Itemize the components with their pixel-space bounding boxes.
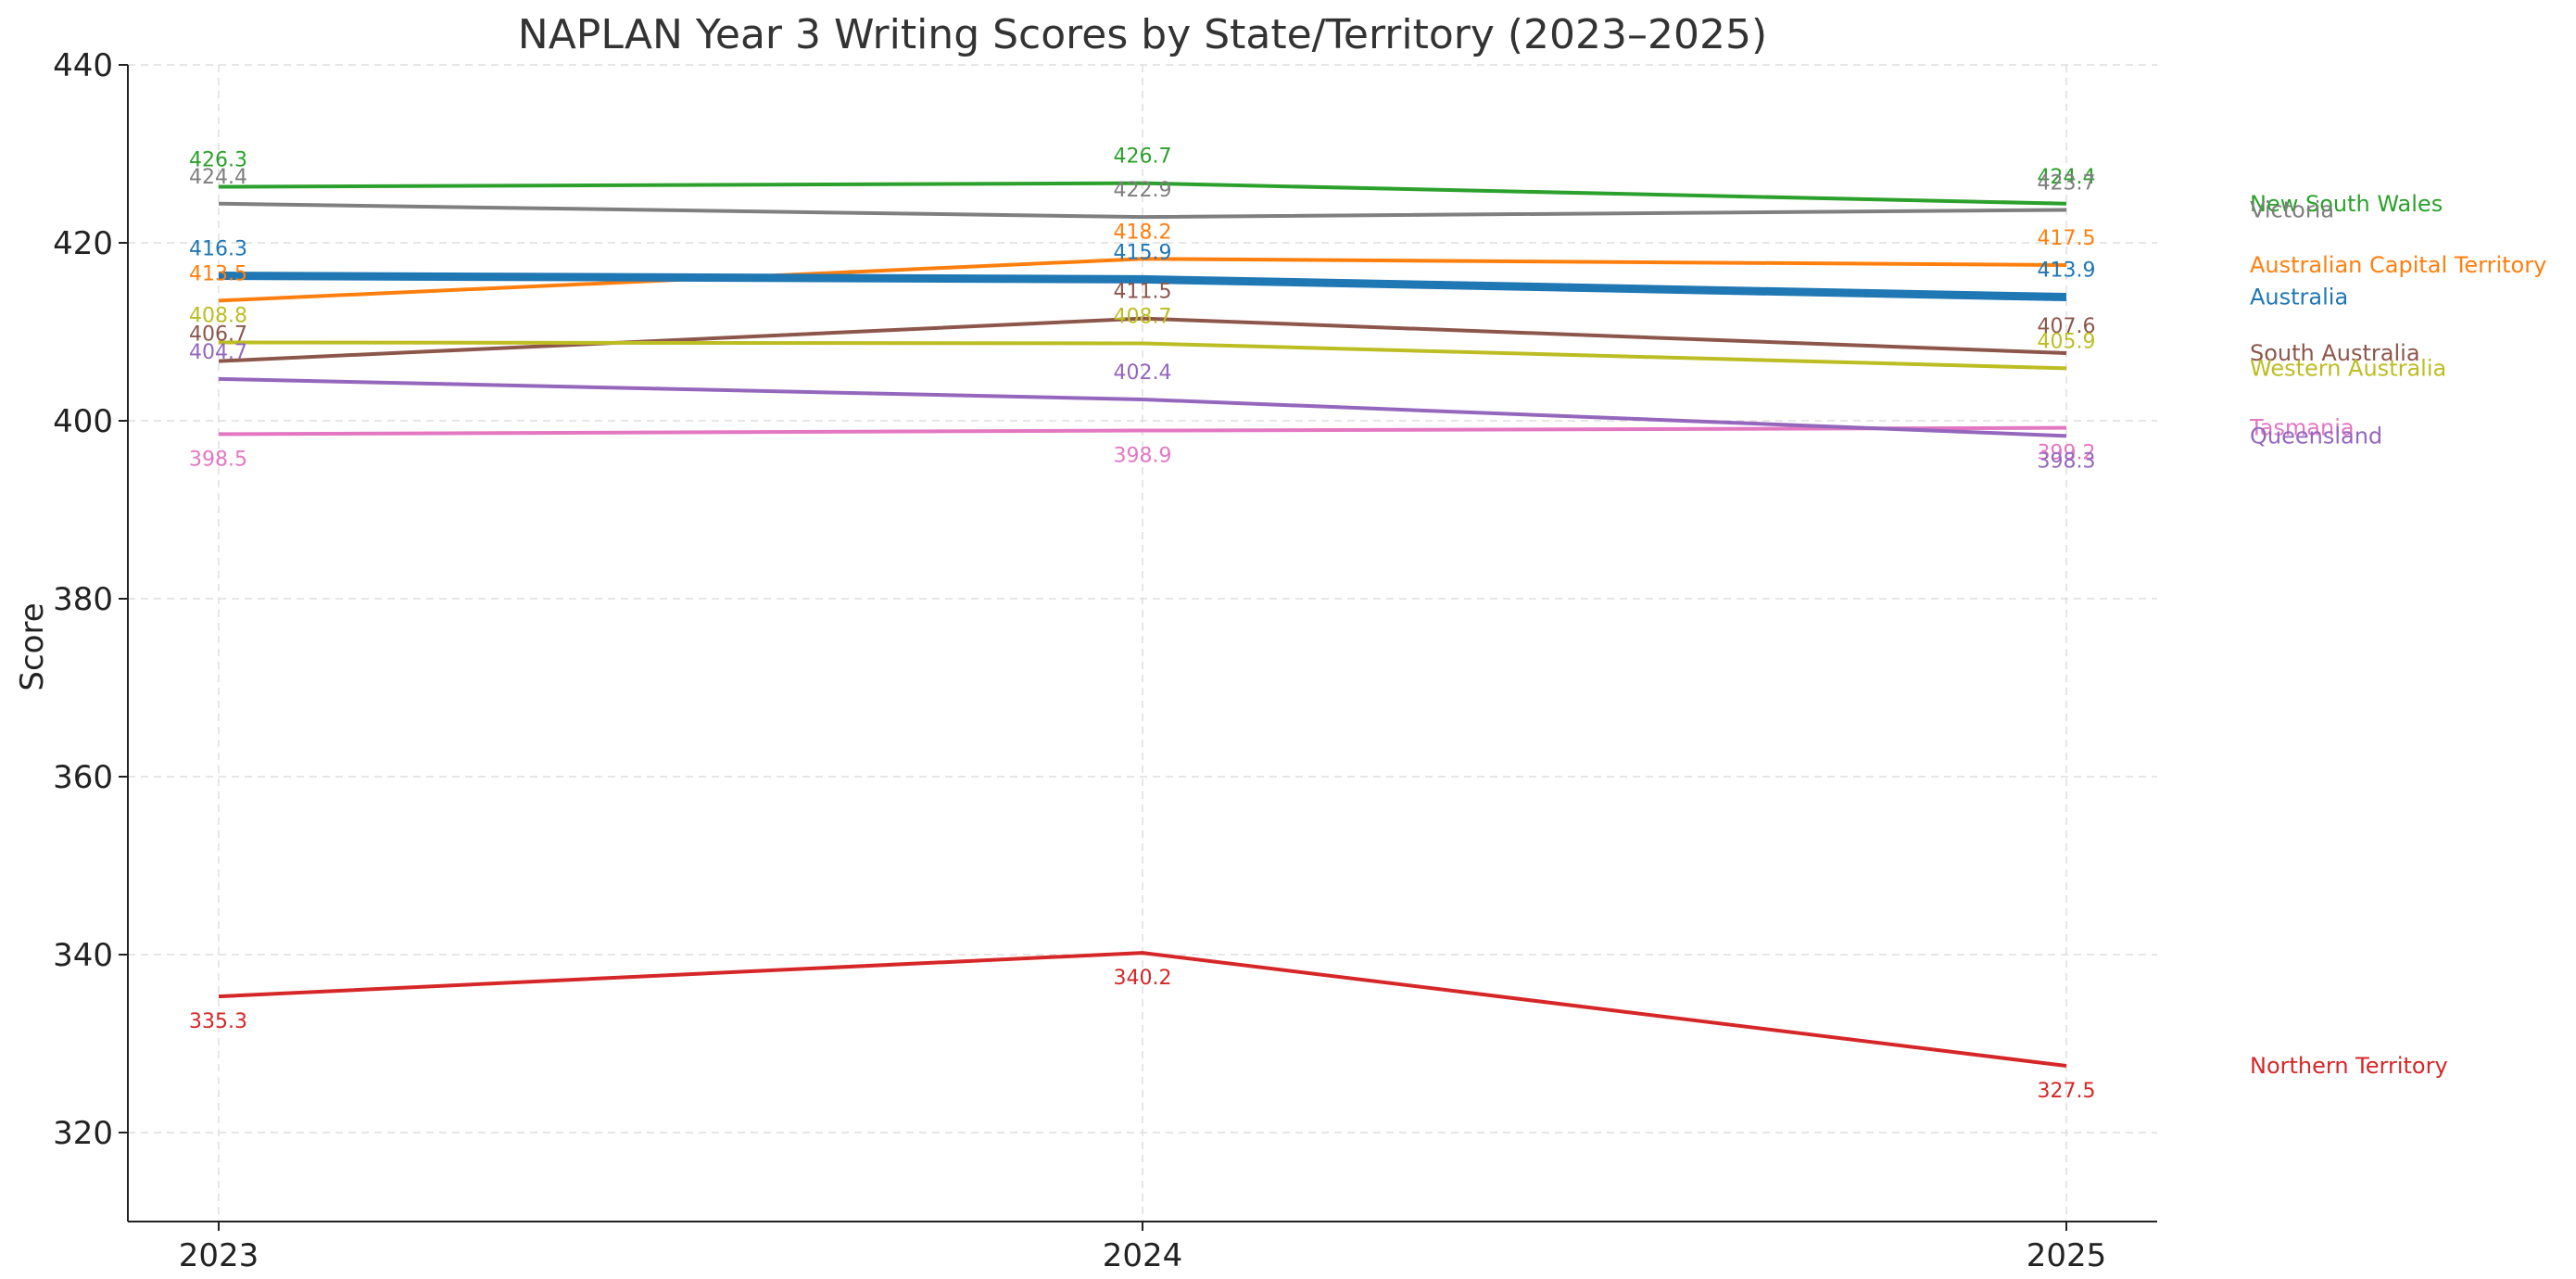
data-label: 402.4 bbox=[1114, 361, 1172, 385]
data-label: 335.3 bbox=[189, 1010, 247, 1033]
data-label: 424.4 bbox=[2038, 166, 2096, 189]
axes: 320 340 360 380 400 420 440 2023 2024 2025 bbox=[53, 47, 2157, 1274]
x-tick-label: 2024 bbox=[1103, 1237, 1183, 1274]
y-tick-label: 360 bbox=[53, 759, 113, 796]
legend-label-queensland: Queensland bbox=[2250, 423, 2382, 449]
data-label: 408.8 bbox=[189, 305, 247, 328]
x-tick-label: 2025 bbox=[2027, 1237, 2107, 1274]
y-tick-label: 340 bbox=[53, 937, 113, 974]
chart-title: NAPLAN Year 3 Writing Scores by State/Te… bbox=[518, 11, 1767, 58]
legend-label-new-south-wales: New South Wales bbox=[2250, 191, 2443, 217]
y-tick-label: 400 bbox=[53, 403, 113, 440]
data-label: 413.5 bbox=[189, 262, 247, 285]
data-label: 426.3 bbox=[189, 149, 247, 172]
data-label: 406.7 bbox=[189, 323, 247, 347]
y-tick-label: 380 bbox=[53, 581, 113, 618]
data-label: 426.7 bbox=[1114, 146, 1172, 169]
legend-label-victoria: Victoria bbox=[2250, 196, 2334, 222]
legend-label-northern-territory: Northern Territory bbox=[2250, 1053, 2448, 1079]
legend-label-south-australia: South Australia bbox=[2250, 340, 2420, 366]
data-label: 418.2 bbox=[1114, 221, 1172, 244]
y-tick-label: 420 bbox=[53, 225, 113, 262]
legend-label-tasmania: Tasmania bbox=[2249, 415, 2355, 441]
y-axis-label: Score bbox=[14, 602, 51, 690]
series-line-tasmania bbox=[218, 425, 2067, 437]
data-labels: 426.3 426.7 424.4 424.4 422.9 423.7 413.5 418.2… bbox=[189, 146, 2095, 1103]
data-label: 416.3 bbox=[189, 238, 247, 261]
data-label: 327.5 bbox=[2038, 1080, 2096, 1103]
data-label: 415.9 bbox=[1114, 241, 1172, 264]
series-line-western-australia bbox=[218, 340, 2067, 371]
data-label: 413.9 bbox=[2038, 260, 2096, 283]
data-label: 398.9 bbox=[1114, 445, 1172, 468]
legend-label-western-australia: Western Australia bbox=[2250, 355, 2446, 381]
y-tick-label: 320 bbox=[53, 1115, 113, 1152]
data-label: 404.7 bbox=[189, 341, 247, 364]
series-line-australian-capital-territory bbox=[218, 257, 2067, 303]
data-label: 424.4 bbox=[189, 166, 247, 189]
grid bbox=[128, 64, 2157, 1222]
series-lines bbox=[218, 181, 2067, 1068]
series-line-australia bbox=[218, 272, 2067, 302]
data-label: 340.2 bbox=[1114, 967, 1172, 990]
data-label: 411.5 bbox=[1114, 281, 1172, 304]
legend-label-australian-capital-territory: Australian Capital Territory bbox=[2250, 252, 2546, 278]
data-label: 423.7 bbox=[2038, 171, 2096, 195]
data-label: 398.3 bbox=[2038, 450, 2096, 473]
series-line-queensland bbox=[218, 376, 2067, 438]
data-label: 405.9 bbox=[2038, 330, 2096, 353]
data-label: 408.7 bbox=[1114, 305, 1172, 328]
data-label: 417.5 bbox=[2038, 227, 2096, 250]
data-label: 399.2 bbox=[2038, 442, 2096, 465]
y-tick-label: 440 bbox=[53, 47, 113, 84]
data-label: 398.5 bbox=[189, 448, 247, 471]
data-label: 422.9 bbox=[1114, 179, 1172, 202]
series-line-victoria bbox=[218, 201, 2067, 220]
series-line-new-south-wales bbox=[218, 181, 2067, 206]
data-label: 407.6 bbox=[2038, 315, 2096, 338]
series-line-northern-territory bbox=[218, 951, 2067, 1068]
x-tick-label: 2023 bbox=[179, 1237, 259, 1274]
legend-label-australia: Australia bbox=[2250, 285, 2348, 310]
series-line-south-australia bbox=[218, 316, 2067, 363]
